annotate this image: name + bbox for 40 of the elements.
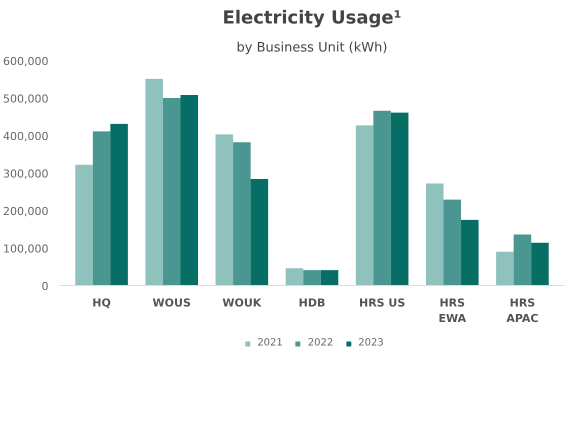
x-tick-label: HRS US [359, 296, 406, 310]
x-tick-label: HQ [92, 296, 111, 310]
x-tick-label: WOUK [222, 296, 262, 310]
legend-label: 2021 [257, 338, 283, 348]
y-tick-label: 500,000 [3, 92, 49, 106]
y-tick-label: 600,000 [3, 55, 49, 68]
bar [373, 110, 391, 286]
y-tick-label: 200,000 [3, 205, 49, 218]
bar [233, 142, 251, 286]
bar [320, 270, 338, 286]
chart-subtitle: by Business Unit (kWh) [236, 40, 388, 56]
x-tick-label: WOUS [152, 296, 191, 310]
x-tick-label: HDB [298, 296, 326, 310]
bar [426, 184, 444, 286]
legend-label: 2022 [308, 338, 334, 348]
y-tick-label: 0 [42, 280, 48, 293]
bar [92, 131, 110, 286]
bar [514, 234, 532, 286]
x-tick-label: HRS APAC [506, 296, 538, 326]
bar [286, 268, 304, 286]
bar [250, 179, 268, 286]
bar [390, 112, 408, 286]
legend-label: 2023 [358, 338, 384, 348]
bar [162, 98, 180, 286]
bar [303, 270, 321, 286]
bar [531, 242, 549, 286]
bar [496, 252, 514, 286]
bar [461, 220, 479, 286]
bar [145, 78, 163, 286]
y-tick-label: 100,000 [3, 242, 49, 256]
bar [180, 95, 198, 286]
bar [216, 134, 234, 286]
bar [110, 124, 128, 286]
chart-title: Electricity Usage¹ [222, 8, 402, 28]
bar [75, 164, 93, 286]
bar [444, 200, 462, 286]
y-tick-label: 300,000 [3, 168, 49, 180]
y-tick-label: 400,000 [3, 130, 49, 143]
bar [356, 125, 374, 286]
x-tick-label: HRS EWA [438, 296, 467, 326]
